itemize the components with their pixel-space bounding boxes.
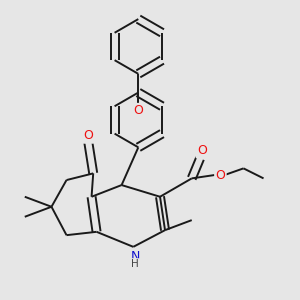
- Text: N: N: [130, 250, 140, 263]
- Text: O: O: [134, 104, 143, 117]
- Text: H: H: [131, 259, 139, 269]
- Text: O: O: [215, 169, 225, 182]
- Text: O: O: [83, 130, 93, 142]
- Text: O: O: [197, 144, 207, 157]
